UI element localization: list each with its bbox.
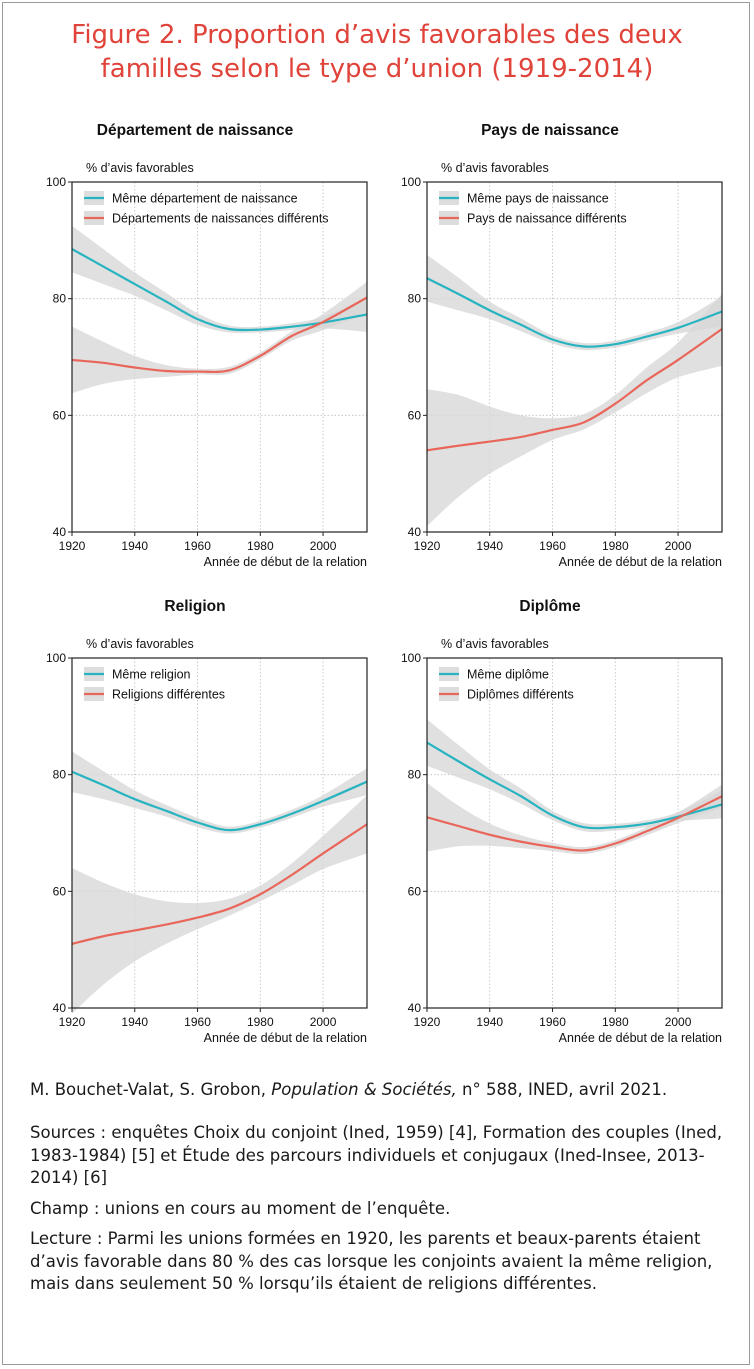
x-tick-label: 1940 bbox=[476, 1015, 503, 1029]
plot-frame bbox=[71, 181, 368, 533]
figure-title-line1: Figure 2. Proportion d’avis favorables d… bbox=[71, 20, 683, 50]
panel-title: Diplôme bbox=[519, 598, 581, 615]
chart-religion: % d’avis favorables 40 60 80 100 1920 1940 1960… bbox=[46, 637, 368, 1045]
confidence-band-same bbox=[427, 719, 722, 833]
chart-panel-religion: Religion % d’avis favorables 40 60 80 100 192… bbox=[30, 598, 368, 1058]
x-axis-label: Année de début de la relation bbox=[204, 555, 367, 569]
legend-label-different: Départements de naissances différents bbox=[112, 212, 329, 226]
plot-frame bbox=[426, 181, 723, 533]
chart-diplome: % d’avis favorables 40 60 80 100 1920 1940 1960… bbox=[401, 637, 723, 1045]
panel-title: Religion bbox=[164, 598, 226, 615]
y-tick-label: 100 bbox=[46, 651, 66, 665]
x-tick-label: 1980 bbox=[247, 539, 274, 553]
y-tick-label: 80 bbox=[53, 292, 67, 306]
confidence-band-different bbox=[72, 281, 367, 394]
x-tick-label: 1960 bbox=[539, 1015, 566, 1029]
figure-title-line2: familles selon le type d’union (1919-201… bbox=[100, 54, 654, 84]
legend-label-same: Même religion bbox=[112, 668, 191, 682]
y-tick-label: 100 bbox=[401, 175, 421, 189]
series-line-different bbox=[426, 795, 723, 852]
x-tick-label: 1980 bbox=[602, 1015, 629, 1029]
chart-pays: % d’avis favorables 40 60 80 100 1920 1940 1960… bbox=[401, 161, 723, 569]
x-tick-label: 1920 bbox=[414, 1015, 441, 1029]
credit-line: M. Bouchet-Valat, S. Grobon, Population … bbox=[30, 1080, 667, 1099]
y-tick-label: 100 bbox=[401, 651, 421, 665]
confidence-band-different bbox=[427, 294, 722, 527]
series-line-same bbox=[426, 741, 723, 830]
x-tick-label: 1940 bbox=[476, 539, 503, 553]
y-tick-label: 100 bbox=[46, 175, 66, 189]
x-axis-label: Année de début de la relation bbox=[559, 555, 722, 569]
x-tick-label: 2000 bbox=[665, 539, 692, 553]
x-tick-label: 1920 bbox=[59, 1015, 86, 1029]
legend-label-same: Même diplôme bbox=[467, 668, 549, 682]
x-axis-label: Année de début de la relation bbox=[559, 1031, 722, 1045]
y-axis-label: % d’avis favorables bbox=[441, 637, 549, 651]
series-line-different bbox=[71, 823, 368, 945]
confidence-band-same bbox=[427, 254, 722, 351]
x-tick-label: 1940 bbox=[121, 1015, 148, 1029]
credit-rest: n° 588, INED, avril 2021. bbox=[456, 1080, 668, 1099]
credit-journal: Population & Sociétés, bbox=[271, 1080, 457, 1099]
x-tick-label: 1940 bbox=[121, 539, 148, 553]
y-tick-label: 60 bbox=[408, 884, 422, 898]
y-axis-label: % d’avis favorables bbox=[86, 161, 194, 175]
y-tick-label: 40 bbox=[408, 525, 422, 539]
note-sources: Sources : enquêtes Choix du conjoint (In… bbox=[30, 1123, 723, 1187]
x-tick-label: 1980 bbox=[247, 1015, 274, 1029]
notes: Sources : enquêtes Choix du conjoint (In… bbox=[30, 1122, 730, 1304]
figure-title: Figure 2. Proportion d’avis favorables d… bbox=[0, 18, 754, 86]
x-tick-label: 1920 bbox=[414, 539, 441, 553]
series-line-same bbox=[71, 248, 368, 332]
legend-label-same: Même département de naissance bbox=[112, 192, 298, 206]
y-tick-label: 40 bbox=[53, 525, 67, 539]
y-axis-label: % d’avis favorables bbox=[86, 637, 194, 651]
y-tick-label: 40 bbox=[53, 1001, 67, 1015]
series-line-same bbox=[71, 770, 368, 832]
series-line-different bbox=[71, 296, 368, 374]
chart-panel-departement: Département de naissance % d’avis favora… bbox=[30, 122, 368, 582]
x-tick-label: 1960 bbox=[184, 539, 211, 553]
chart-panel-diplome: Diplôme % d’avis favorables 40 60 80 100 1920… bbox=[385, 598, 723, 1058]
note-champ: Champ : unions en cours au moment de l’e… bbox=[30, 1198, 451, 1218]
y-tick-label: 60 bbox=[53, 408, 67, 422]
x-tick-label: 1960 bbox=[539, 539, 566, 553]
x-axis-label: Année de début de la relation bbox=[204, 1031, 367, 1045]
x-tick-label: 2000 bbox=[665, 1015, 692, 1029]
x-tick-label: 2000 bbox=[310, 539, 337, 553]
y-tick-label: 80 bbox=[408, 768, 422, 782]
plot-frame bbox=[71, 657, 368, 1009]
plot-frame bbox=[426, 657, 723, 1009]
y-tick-label: 40 bbox=[408, 1001, 422, 1015]
legend-label-same: Même pays de naissance bbox=[467, 192, 609, 206]
chart-departement: % d’avis favorables 40 60 80 100 1920 1940 1960… bbox=[46, 161, 368, 569]
legend-label-different: Pays de naissance différents bbox=[467, 212, 627, 226]
y-tick-label: 80 bbox=[53, 768, 67, 782]
x-tick-label: 2000 bbox=[310, 1015, 337, 1029]
y-tick-label: 60 bbox=[408, 408, 422, 422]
legend-label-different: Diplômes différents bbox=[467, 688, 574, 702]
legend-label-different: Religions différentes bbox=[112, 688, 225, 702]
panel-title: Pays de naissance bbox=[481, 122, 619, 139]
panel-title: Département de naissance bbox=[96, 122, 294, 139]
y-axis-label: % d’avis favorables bbox=[441, 161, 549, 175]
note-lecture: Lecture : Parmi les unions formées en 19… bbox=[30, 1229, 713, 1293]
x-tick-label: 1980 bbox=[602, 539, 629, 553]
credit-authors: M. Bouchet-Valat, S. Grobon, bbox=[30, 1080, 272, 1099]
y-tick-label: 60 bbox=[53, 884, 67, 898]
x-tick-label: 1920 bbox=[59, 539, 86, 553]
series-line-different bbox=[426, 328, 723, 452]
series-line-same bbox=[426, 277, 723, 348]
confidence-band-different bbox=[72, 795, 367, 1014]
y-tick-label: 80 bbox=[408, 292, 422, 306]
chart-panel-pays: Pays de naissance % d’avis favorables 40 6… bbox=[385, 122, 723, 582]
x-tick-label: 1960 bbox=[184, 1015, 211, 1029]
